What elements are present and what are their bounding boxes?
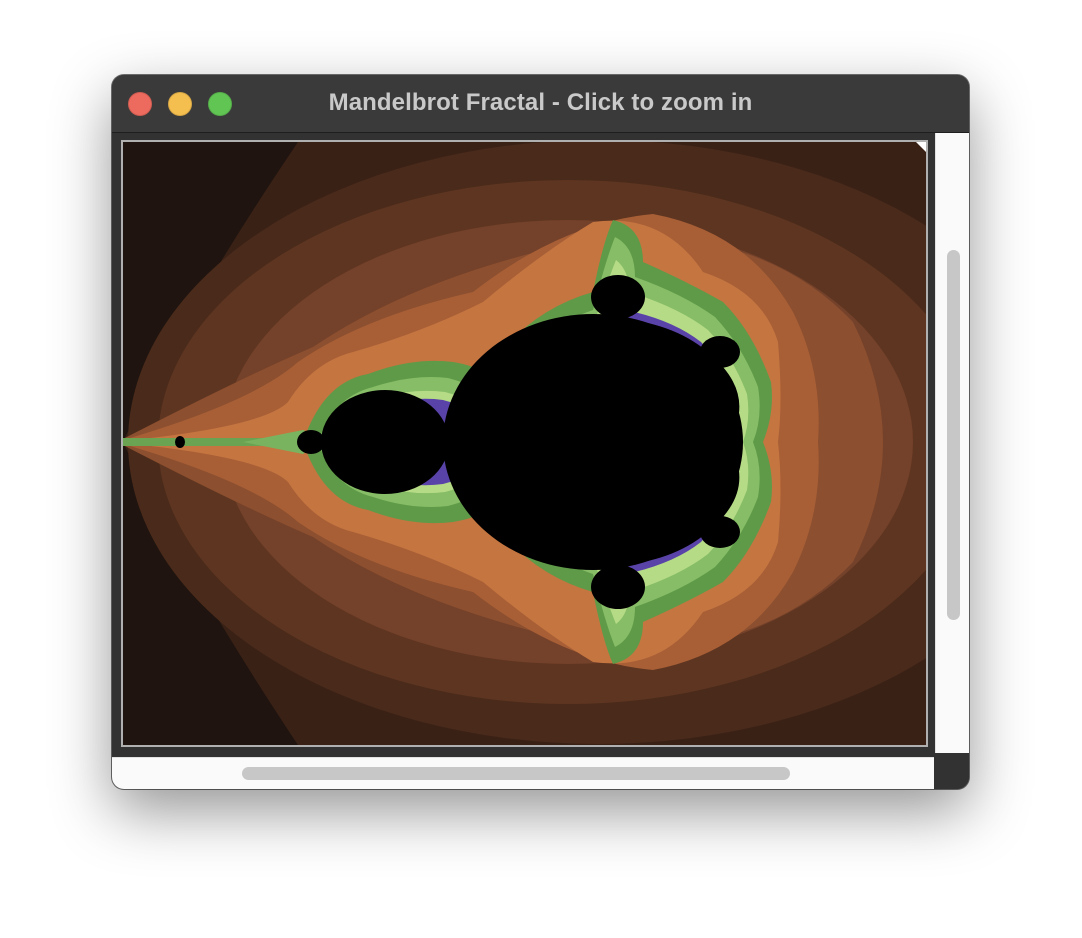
mandelbrot-set [175, 275, 743, 609]
app-window: Mandelbrot Fractal - Click to zoom in [112, 75, 969, 789]
scroll-corner [934, 753, 969, 789]
fractal-canvas[interactable] [121, 140, 928, 747]
maximize-button[interactable] [208, 92, 232, 116]
title-bar[interactable]: Mandelbrot Fractal - Click to zoom in [112, 75, 969, 133]
minimize-button[interactable] [168, 92, 192, 116]
content-area [112, 133, 935, 753]
horizontal-scrollbar[interactable] [112, 757, 934, 789]
outer-band-dark-left-bottom [123, 442, 298, 745]
close-button[interactable] [128, 92, 152, 116]
outer-band-dark-left-top [123, 142, 298, 442]
mandelbrot-image[interactable] [123, 142, 926, 745]
vertical-scroll-thumb[interactable] [947, 250, 960, 620]
vertical-scrollbar[interactable] [935, 133, 969, 753]
window-title: Mandelbrot Fractal - Click to zoom in [328, 89, 753, 116]
canvas-corner-notch [916, 142, 926, 152]
horizontal-scroll-thumb[interactable] [242, 767, 790, 780]
